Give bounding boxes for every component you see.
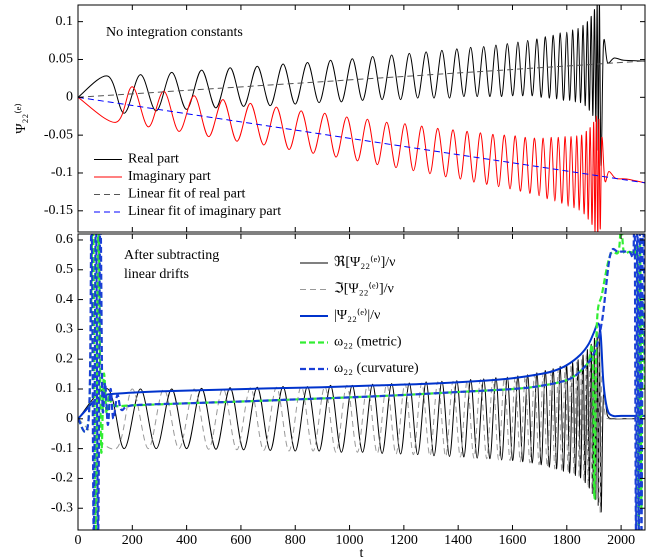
y-tick-label: 0: [66, 90, 73, 105]
y-tick-label: -0.1: [51, 441, 73, 456]
legend-label: ℑ[Ψ₂₂⁽ᵉ⁾]/ν: [334, 282, 394, 297]
y-tick-label: 0.1: [56, 14, 74, 29]
y-tick-label: 0.6: [56, 232, 74, 247]
legend-label: ω₂₂ (metric): [334, 335, 402, 350]
y-tick-label: 0.3: [56, 322, 74, 337]
legend-label: Real part: [128, 152, 179, 167]
y-tick-label: 0.1: [56, 381, 74, 396]
series-line: [78, 322, 645, 420]
y-axis-label: Ψ₂₂⁽ᵉ⁾: [14, 103, 29, 134]
plot-area: [78, 234, 645, 530]
y-tick-label: 0.05: [49, 52, 74, 67]
x-tick-label: 0: [75, 533, 82, 548]
series-line: [78, 5, 645, 166]
annotation: linear drifts: [124, 267, 189, 282]
y-tick-label: 0.2: [56, 351, 74, 366]
series-line: [78, 331, 645, 515]
y-tick-label: 0.5: [56, 262, 74, 277]
plot-area: [78, 5, 645, 232]
annotation: No integration constants: [106, 25, 243, 40]
x-axis-label: t: [360, 546, 364, 558]
legend-label: Imaginary part: [128, 169, 211, 184]
x-tick-label: 600: [230, 533, 251, 548]
x-tick-label: 2000: [607, 533, 635, 548]
series-line: [78, 86, 645, 232]
annotation: After subtracting: [124, 248, 219, 263]
legend-label: ω₂₂ (curvature): [334, 361, 419, 376]
x-tick-label: 400: [176, 533, 197, 548]
plot-frame: [77, 233, 646, 531]
y-tick-label: -0.2: [51, 471, 73, 486]
series-line: [78, 234, 645, 530]
x-tick-label: 1000: [336, 533, 364, 548]
series-line: [78, 96, 645, 184]
legend-label: Linear fit of imaginary part: [128, 204, 281, 219]
legend-label: Linear fit of real part: [128, 187, 245, 202]
series-line: [78, 60, 645, 98]
y-tick-label: 0.4: [56, 292, 74, 307]
x-tick-label: 800: [285, 533, 306, 548]
x-tick-label: 1600: [498, 533, 526, 548]
x-tick-label: 200: [122, 533, 143, 548]
x-tick-label: 1200: [390, 533, 418, 548]
plot-frame: [77, 4, 646, 233]
y-tick-label: -0.3: [51, 500, 73, 515]
x-tick-label: 1800: [553, 533, 581, 548]
y-tick-label: -0.05: [44, 127, 73, 142]
y-tick-label: -0.15: [44, 203, 73, 218]
legend-label: ℜ[Ψ₂₂⁽ᵉ⁾]/ν: [334, 255, 396, 270]
y-tick-label: 0: [66, 411, 73, 426]
legend-label: |Ψ₂₂⁽ᵉ⁾|/ν: [334, 308, 380, 323]
x-tick-label: 1400: [444, 533, 472, 548]
y-tick-label: -0.1: [51, 165, 73, 180]
